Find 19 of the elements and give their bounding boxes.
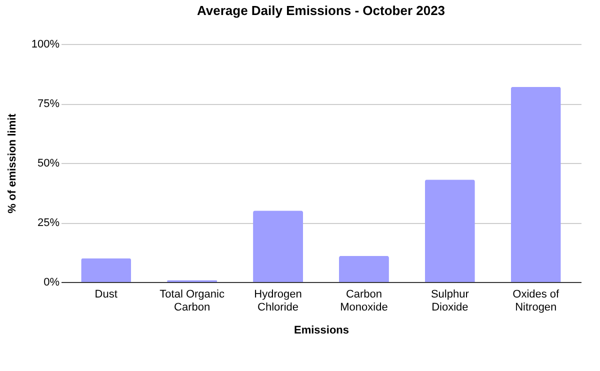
x-tick-label: Total Organic Carbon <box>160 288 225 314</box>
bar <box>338 256 389 282</box>
x-tick-label: Dust <box>94 288 118 300</box>
y-axis-title: % of emission limit <box>6 113 18 214</box>
x-tick-label: Oxides of Nitrogen <box>512 288 560 314</box>
y-tick-label: 100% <box>31 38 60 50</box>
x-tick-label: Hydrogen Chloride <box>254 288 302 314</box>
bar <box>424 180 475 282</box>
y-tick-label: 25% <box>37 217 60 229</box>
bar <box>253 210 304 282</box>
bar <box>81 258 132 282</box>
chart-title: Average Daily Emissions - October 2023 <box>196 3 446 18</box>
bar <box>510 86 561 282</box>
y-tick-label: 50% <box>37 158 60 170</box>
y-tick-label: 75% <box>37 98 60 110</box>
x-axis-title: Emissions <box>294 324 350 336</box>
x-tick-label: Sulphur Dioxide <box>430 288 470 314</box>
x-tick-label: Carbon Monoxide <box>340 288 388 314</box>
y-tick-label: 0% <box>44 276 60 288</box>
